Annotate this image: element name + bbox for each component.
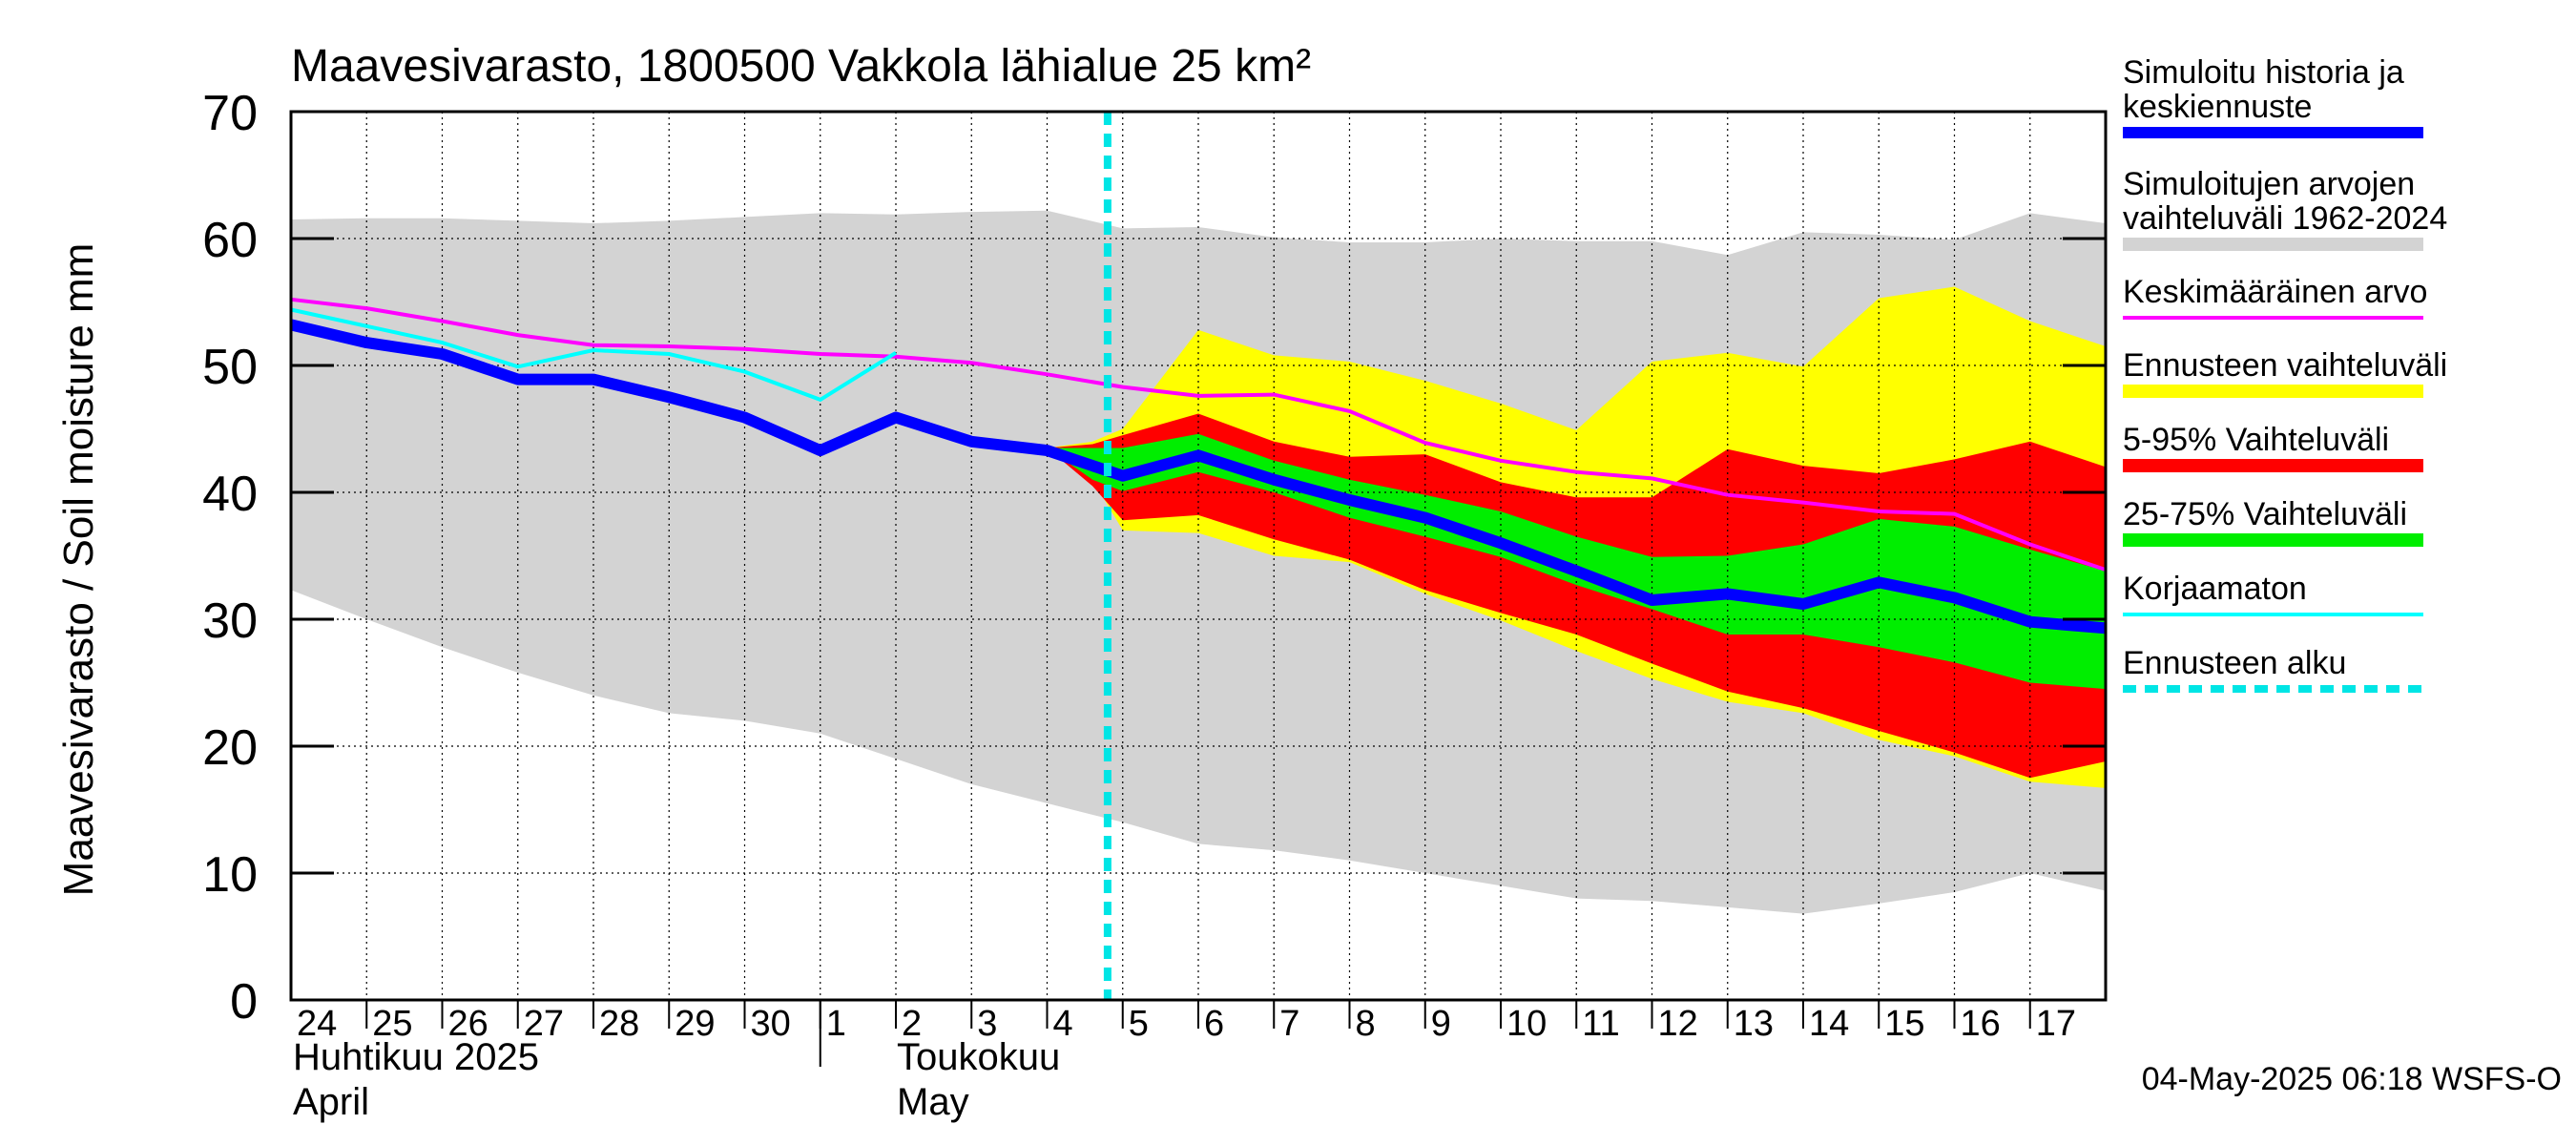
x-tick-label: 30 [751, 1004, 791, 1044]
y-tick-label: 50 [202, 340, 258, 395]
chart-title: Maavesivarasto, 1800500 Vakkola lähialue… [291, 41, 1311, 92]
p25-75-band [1047, 433, 2106, 690]
x-tick-label: 11 [1582, 1004, 1619, 1044]
legend-label: vaihteluväli 1962-2024 [2123, 200, 2447, 237]
x-tick-label: 10 [1506, 1004, 1547, 1044]
uncorrected-line [290, 307, 898, 403]
month-label-may-en: May [897, 1081, 969, 1123]
x-tick-label: 7 [1279, 1004, 1299, 1044]
x-tick-label: 9 [1431, 1004, 1451, 1044]
legend-label: 5-95% Vaihteluväli [2123, 422, 2389, 458]
x-tick-label: 13 [1734, 1004, 1774, 1044]
x-tick-label: 6 [1204, 1004, 1224, 1044]
x-tick-label: 2 [902, 1004, 922, 1044]
mean-line [290, 297, 2107, 572]
legend-label: Korjaamaton [2123, 571, 2307, 607]
y-axis-label: Maavesivarasto / Soil moisture mm [55, 243, 102, 897]
x-tick-label: 28 [599, 1004, 639, 1044]
y-tick-label: 60 [202, 213, 258, 268]
x-tick-label: 17 [2036, 1004, 2076, 1044]
x-tick-label: 14 [1809, 1004, 1849, 1044]
legend-label: Keskimääräinen arvo [2123, 274, 2427, 310]
x-tick-label: 1 [826, 1004, 846, 1044]
chart-grid [291, 112, 2106, 1000]
legend-label: 25-75% Vaihteluväli [2123, 496, 2407, 532]
x-tick-label: 25 [372, 1004, 412, 1044]
x-tick-label: 3 [977, 1004, 997, 1044]
x-tick-label: 15 [1884, 1004, 1924, 1044]
x-tick-label: 16 [1961, 1004, 2001, 1044]
legend-label: Ennusteen alku [2123, 645, 2346, 681]
y-tick-label: 20 [202, 720, 258, 776]
x-tick-label: 26 [448, 1004, 488, 1044]
chart-frame [289, 110, 2108, 1067]
history-forecast-line [289, 319, 2107, 635]
x-tick-labels: 24 25 26 27 28 29 30 1 2 3 4 5 6 7 8 9 10 11 12 13 14 15 16 17 [297, 1004, 2076, 1044]
x-tick-label: 24 [297, 1004, 337, 1044]
x-tick-label: 27 [524, 1004, 564, 1044]
month-label-april-fi: Huhtikuu 2025 [293, 1036, 539, 1078]
legend-label: Ennusteen vaihteluväli [2123, 347, 2447, 384]
legend-label: keskiennuste [2123, 89, 2312, 125]
x-tick-label: 29 [675, 1004, 715, 1044]
timestamp: 04-May-2025 06:18 WSFS-O [2142, 1061, 2562, 1097]
month-label-may-fi: Toukokuu [897, 1036, 1060, 1078]
y-tick-label: 0 [230, 974, 258, 1030]
chart-lines [289, 112, 2107, 1000]
chart-bands [291, 210, 2106, 914]
x-tick-label: 4 [1053, 1004, 1073, 1044]
y-tick-label: 40 [202, 467, 258, 522]
y-tick-label: 70 [202, 86, 258, 141]
x-tick-label: 12 [1658, 1004, 1698, 1044]
legend-label: Simuloitujen arvojen [2123, 166, 2415, 202]
legend-label: Simuloitu historia ja [2123, 54, 2404, 91]
x-tick-label: 8 [1356, 1004, 1376, 1044]
y-tick-label: 10 [202, 847, 258, 903]
month-label-april-en: April [293, 1081, 369, 1123]
y-tick-label: 30 [202, 593, 258, 649]
x-tick-label: 5 [1129, 1004, 1149, 1044]
y-tick-labels: 0 10 20 30 40 50 60 70 [202, 86, 258, 1030]
